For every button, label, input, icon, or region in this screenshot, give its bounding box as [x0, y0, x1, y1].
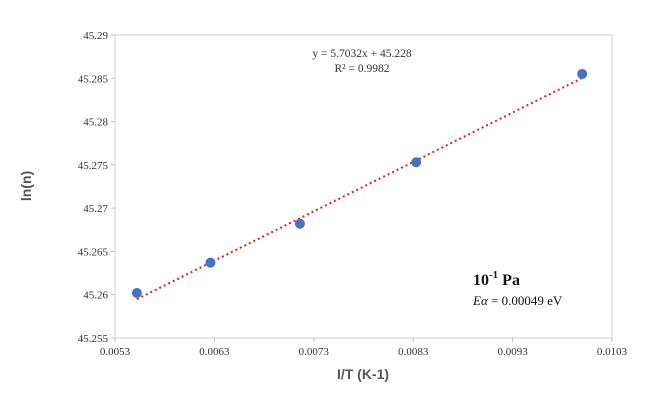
x-axis-ticks: 0.0053 0.0063 0.0073 0.0083 0.0093 0.0103: [100, 338, 628, 358]
trendline: [136, 77, 583, 301]
r-squared: R² = 0.9982: [335, 63, 390, 75]
y-tick-label: 45.265: [78, 246, 109, 258]
x-tick-label: 0.0103: [597, 346, 628, 358]
y-axis-title: ln(n): [18, 171, 34, 201]
pressure-annotation: 10-1 Pa: [473, 269, 520, 289]
pressure-base: 10: [473, 272, 489, 289]
y-tick-label: 45.275: [78, 160, 109, 172]
data-point: [205, 257, 216, 268]
y-tick-label: 45.29: [83, 30, 108, 42]
activation-energy-annotation: Eα = 0.00049 eV: [472, 293, 563, 308]
data-point: [131, 287, 142, 298]
x-axis-title: I/T (K-1): [337, 366, 389, 382]
x-tick-label: 0.0083: [398, 346, 429, 358]
activation-energy-symbol: Eα: [472, 293, 489, 308]
trendline-equation: y = 5.7032x + 45.228: [312, 48, 411, 60]
x-tick-label: 0.0053: [100, 346, 131, 358]
pressure-unit: Pa: [498, 272, 520, 289]
data-points: [131, 68, 588, 298]
y-tick-label: 45.27: [83, 203, 108, 215]
data-point: [577, 68, 588, 79]
x-tick-label: 0.0063: [199, 346, 230, 358]
y-tick-label: 45.285: [78, 73, 109, 85]
plot-area-frame: [114, 34, 613, 339]
data-point: [411, 157, 422, 168]
activation-energy-value: = 0.00049 eV: [488, 293, 563, 308]
y-tick-label: 45.26: [83, 290, 108, 302]
y-axis-ticks: 45.255 45.26 45.265 45.27 45.275 45.28 45.285 4…: [78, 30, 115, 345]
pressure-exponent: -1: [489, 269, 498, 281]
data-point: [294, 218, 305, 229]
x-tick-label: 0.0073: [299, 346, 330, 358]
y-tick-label: 45.255: [78, 333, 109, 345]
y-tick-label: 45.28: [83, 117, 108, 129]
x-tick-label: 0.0093: [497, 346, 528, 358]
